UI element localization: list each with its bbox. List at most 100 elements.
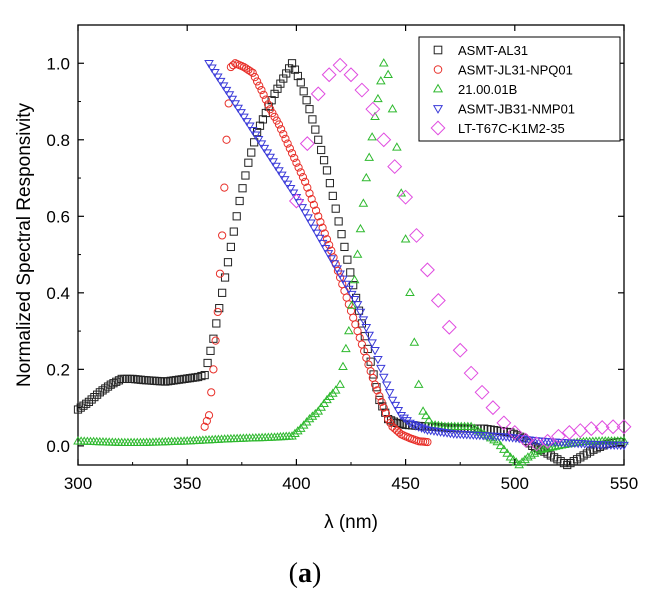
data-point bbox=[393, 406, 404, 416]
data-point bbox=[244, 158, 253, 167]
data-point bbox=[430, 293, 446, 308]
panel-label: (a) bbox=[289, 558, 322, 589]
data-point bbox=[343, 325, 354, 335]
data-point bbox=[553, 440, 564, 450]
data-point bbox=[320, 244, 331, 254]
data-point bbox=[221, 86, 232, 96]
data-point bbox=[379, 403, 388, 412]
data-point bbox=[335, 270, 345, 279]
data-point bbox=[279, 74, 288, 83]
data-point bbox=[285, 185, 296, 194]
data-point bbox=[364, 360, 373, 369]
data-point bbox=[419, 425, 430, 434]
data-point bbox=[233, 104, 243, 114]
data-point bbox=[222, 135, 231, 144]
data-point bbox=[540, 433, 556, 449]
data-point bbox=[298, 172, 308, 182]
data-point bbox=[357, 319, 367, 328]
data-point bbox=[383, 69, 393, 78]
data-point bbox=[377, 397, 386, 406]
data-point bbox=[375, 392, 384, 401]
data-point bbox=[334, 217, 343, 226]
data-point bbox=[520, 454, 530, 464]
data-point bbox=[204, 60, 214, 69]
data-point bbox=[370, 380, 380, 389]
data-point bbox=[305, 105, 314, 114]
data-point bbox=[517, 457, 527, 466]
data-point bbox=[290, 65, 300, 74]
data-point bbox=[144, 376, 154, 385]
data-point bbox=[153, 376, 162, 386]
data-point bbox=[274, 167, 284, 176]
panel-label-open: ( bbox=[289, 558, 298, 589]
data-point bbox=[200, 370, 209, 380]
data-point bbox=[398, 420, 407, 429]
data-point bbox=[392, 426, 401, 435]
data-point bbox=[495, 440, 506, 450]
data-point bbox=[338, 275, 348, 284]
data-point bbox=[109, 379, 118, 388]
data-point bbox=[387, 159, 403, 175]
data-point bbox=[211, 336, 220, 345]
data-point bbox=[381, 381, 392, 390]
data-point bbox=[308, 115, 317, 124]
data-point bbox=[365, 101, 381, 117]
data-point bbox=[375, 395, 384, 405]
y-tick-label: 0.8 bbox=[46, 131, 70, 150]
data-point bbox=[259, 144, 270, 154]
legend-label: LT-T67C-K1M2-35 bbox=[458, 121, 565, 136]
data-point bbox=[331, 204, 340, 213]
data-point bbox=[232, 212, 241, 221]
data-point bbox=[263, 100, 273, 109]
data-point bbox=[328, 191, 337, 200]
data-point bbox=[114, 376, 124, 385]
data-point bbox=[337, 230, 346, 239]
data-point bbox=[373, 355, 383, 365]
data-point bbox=[355, 308, 366, 318]
data-point bbox=[463, 365, 479, 381]
data-point bbox=[326, 255, 337, 264]
data-point bbox=[361, 172, 372, 182]
data-point bbox=[309, 200, 318, 209]
data-point bbox=[340, 242, 349, 252]
data-point bbox=[400, 234, 411, 243]
data-point bbox=[405, 287, 415, 297]
data-point bbox=[215, 77, 226, 87]
data-point bbox=[84, 397, 94, 406]
data-point bbox=[270, 89, 279, 98]
data-point bbox=[128, 374, 137, 384]
data-point bbox=[255, 121, 265, 130]
data-point bbox=[255, 81, 264, 90]
data-point bbox=[499, 444, 509, 453]
data-point bbox=[594, 420, 610, 435]
legend-label: ASMT-JL31-NPQ01 bbox=[458, 63, 573, 78]
data-point bbox=[244, 122, 255, 131]
data-point bbox=[253, 135, 264, 145]
data-point bbox=[288, 189, 299, 198]
legend-marker bbox=[430, 120, 446, 136]
data-point bbox=[252, 77, 262, 86]
data-point bbox=[496, 415, 512, 431]
data-point bbox=[418, 406, 428, 415]
data-point bbox=[572, 423, 588, 439]
data-point bbox=[296, 168, 305, 177]
data-point bbox=[238, 184, 247, 193]
data-point bbox=[207, 64, 217, 73]
data-point bbox=[413, 423, 424, 432]
data-point bbox=[281, 134, 290, 143]
data-point bbox=[373, 93, 383, 103]
data-point bbox=[82, 399, 91, 408]
data-point bbox=[364, 152, 375, 161]
data-point bbox=[304, 413, 315, 423]
data-point bbox=[277, 125, 286, 134]
data-point bbox=[226, 242, 235, 252]
data-point bbox=[316, 217, 325, 227]
data-point bbox=[301, 177, 310, 186]
data-point bbox=[423, 437, 432, 447]
data-point bbox=[150, 376, 159, 385]
data-point bbox=[341, 343, 351, 353]
data-point bbox=[322, 235, 332, 244]
data-point bbox=[305, 189, 314, 198]
data-point bbox=[314, 135, 323, 144]
data-point bbox=[209, 334, 218, 343]
